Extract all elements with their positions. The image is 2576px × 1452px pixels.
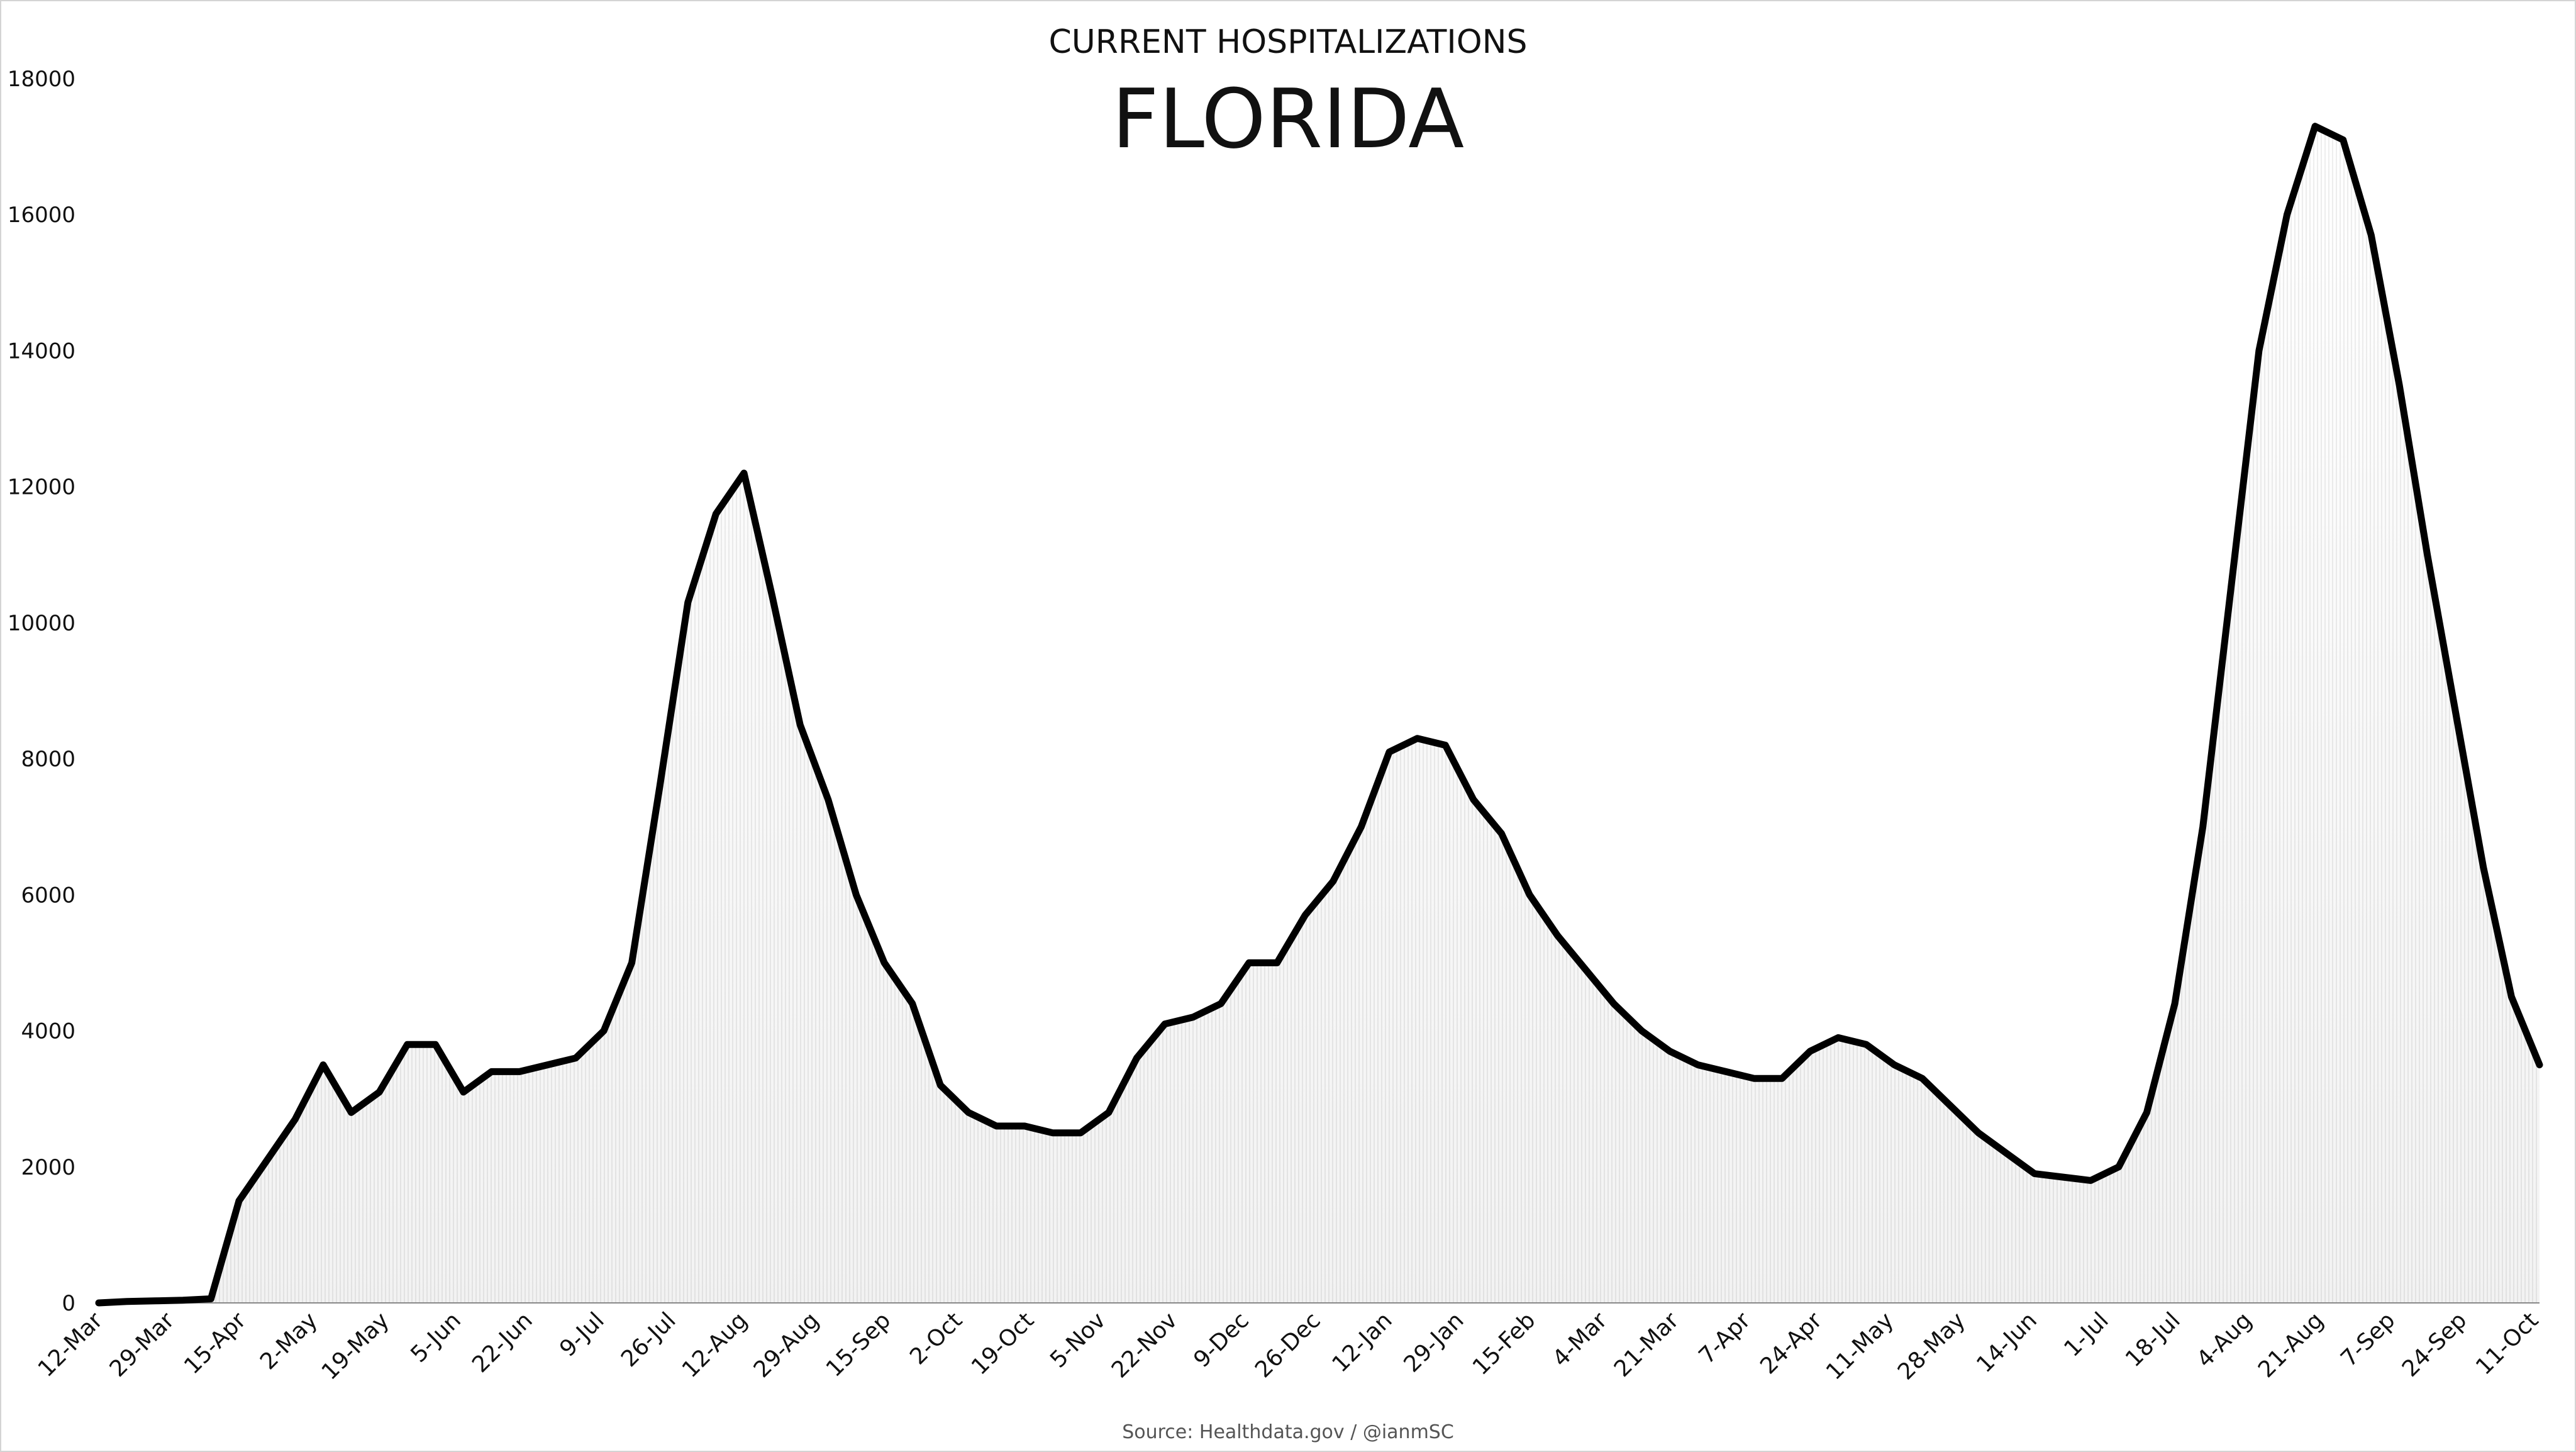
area-fill bbox=[99, 126, 2540, 1304]
x-tick-label: 22-Nov bbox=[1107, 1307, 1182, 1383]
x-tick-label: 9-Dec bbox=[1189, 1307, 1254, 1373]
x-tick-label: 26-Dec bbox=[1250, 1307, 1326, 1383]
plot-area bbox=[95, 123, 2543, 1307]
x-tick-label: 4-Mar bbox=[1548, 1307, 1613, 1372]
x-tick-label: 29-Aug bbox=[749, 1307, 824, 1383]
x-tick-label: 5-Jun bbox=[406, 1307, 466, 1368]
x-tick-label: 19-May bbox=[317, 1307, 394, 1385]
y-tick-label: 2000 bbox=[21, 1155, 75, 1180]
y-tick-label: 14000 bbox=[8, 338, 75, 364]
x-tick-label: 24-Sep bbox=[2397, 1307, 2472, 1382]
y-tick-label: 18000 bbox=[8, 67, 75, 92]
x-tick-label: 9-Jul bbox=[555, 1307, 609, 1362]
x-tick-label: 15-Feb bbox=[1468, 1307, 1541, 1380]
chart-subtitle: FLORIDA bbox=[1112, 71, 1464, 167]
x-tick-label: 15-Apr bbox=[179, 1307, 251, 1379]
x-tick-label: 7-Apr bbox=[1694, 1307, 1756, 1369]
x-tick-label: 29-Jan bbox=[1399, 1307, 1468, 1377]
x-tick-label: 21-Mar bbox=[1609, 1307, 1684, 1382]
x-tick-label: 5-Nov bbox=[1045, 1307, 1111, 1373]
y-tick-label: 12000 bbox=[8, 475, 75, 500]
x-tick-label: 12-Jan bbox=[1328, 1307, 1397, 1377]
series-line bbox=[95, 123, 2543, 1307]
x-tick-label: 29-Mar bbox=[105, 1307, 180, 1382]
x-tick-label: 12-Mar bbox=[33, 1307, 108, 1382]
x-tick-label: 1-Jul bbox=[2059, 1307, 2114, 1362]
x-tick-label: 19-Oct bbox=[967, 1307, 1039, 1380]
x-tick-label: 7-Sep bbox=[2336, 1307, 2400, 1371]
x-tick-label: 4-Aug bbox=[2192, 1307, 2257, 1373]
x-tick-label: 26-Jul bbox=[616, 1307, 681, 1372]
x-tick-label: 15-Sep bbox=[821, 1307, 896, 1382]
y-axis: 0 2000 4000 6000 8000 10000 12000 14000 16000 180… bbox=[8, 67, 75, 1316]
x-tick-label: 12-Aug bbox=[677, 1307, 753, 1383]
y-tick-label: 6000 bbox=[21, 883, 75, 908]
source-note: Source: Healthdata.gov / @ianmSC bbox=[1122, 1421, 1454, 1443]
y-tick-label: 0 bbox=[62, 1291, 75, 1316]
x-tick-label: 24-Apr bbox=[1755, 1307, 1827, 1379]
chart-title: CURRENT HOSPITALIZATIONS bbox=[1048, 23, 1527, 61]
y-tick-label: 16000 bbox=[8, 203, 75, 228]
x-tick-label: 22-Jun bbox=[467, 1307, 538, 1378]
x-tick-label: 28-May bbox=[1893, 1307, 1970, 1385]
y-tick-label: 4000 bbox=[21, 1019, 75, 1044]
y-tick-label: 8000 bbox=[21, 747, 75, 772]
x-tick-label: 18-Jul bbox=[2121, 1307, 2185, 1372]
x-tick-label: 2-Oct bbox=[905, 1307, 967, 1370]
x-tick-label: 21-Aug bbox=[2253, 1307, 2329, 1383]
x-tick-label: 2-May bbox=[255, 1307, 323, 1375]
y-tick-label: 10000 bbox=[8, 611, 75, 636]
x-tick-label: 14-Jun bbox=[1972, 1307, 2042, 1378]
x-tick-label: 11-Oct bbox=[2471, 1307, 2543, 1380]
x-tick-label: 11-May bbox=[1821, 1307, 1899, 1385]
